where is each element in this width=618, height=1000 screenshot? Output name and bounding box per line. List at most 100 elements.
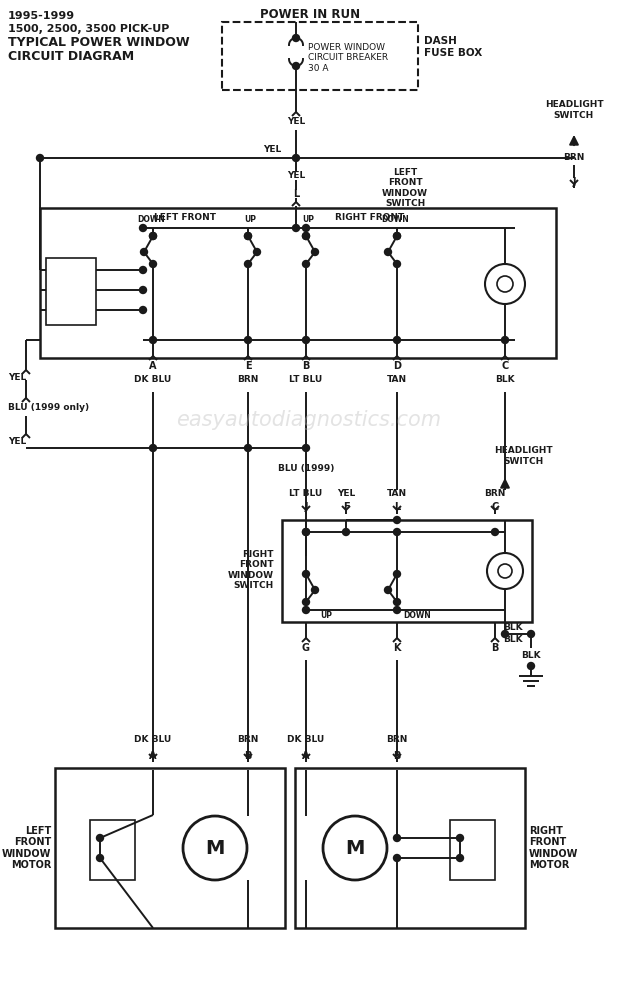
Circle shape xyxy=(394,336,400,344)
Text: BRN: BRN xyxy=(386,736,408,744)
Circle shape xyxy=(302,232,310,239)
Circle shape xyxy=(96,834,103,842)
Text: M: M xyxy=(205,838,225,857)
Text: YEL: YEL xyxy=(8,438,26,446)
Text: POWER IN RUN: POWER IN RUN xyxy=(260,7,360,20)
Text: BRN: BRN xyxy=(564,153,585,162)
Bar xyxy=(450,820,495,880)
Circle shape xyxy=(150,336,156,344)
Bar xyxy=(295,768,525,928)
Circle shape xyxy=(150,232,156,239)
Circle shape xyxy=(302,336,310,344)
Circle shape xyxy=(292,154,300,161)
Circle shape xyxy=(302,444,310,452)
Text: DK BLU: DK BLU xyxy=(134,375,172,384)
Circle shape xyxy=(36,154,43,161)
Text: YEL: YEL xyxy=(287,172,305,180)
Text: 1995-1999: 1995-1999 xyxy=(8,11,75,21)
Text: YEL: YEL xyxy=(8,372,26,381)
Text: UP: UP xyxy=(244,215,256,224)
Text: POWER WINDOW
CIRCUIT BREAKER
30 A: POWER WINDOW CIRCUIT BREAKER 30 A xyxy=(308,43,388,73)
Circle shape xyxy=(302,570,310,578)
Circle shape xyxy=(302,232,310,239)
Circle shape xyxy=(528,662,535,670)
Text: A: A xyxy=(150,751,157,761)
Circle shape xyxy=(302,260,310,267)
Circle shape xyxy=(302,528,310,536)
Circle shape xyxy=(150,232,156,239)
Circle shape xyxy=(302,606,310,613)
Circle shape xyxy=(140,248,148,255)
Text: HEADLIGHT
SWITCH: HEADLIGHT SWITCH xyxy=(494,446,552,466)
Circle shape xyxy=(394,516,400,524)
Text: RIGHT FRONT: RIGHT FRONT xyxy=(336,213,405,222)
Text: BLK: BLK xyxy=(503,624,523,633)
Text: J: J xyxy=(304,502,308,512)
Text: B: B xyxy=(244,751,252,761)
Text: LT BLU: LT BLU xyxy=(289,375,323,384)
Text: BLK: BLK xyxy=(503,636,523,645)
Circle shape xyxy=(457,834,464,842)
Text: UP: UP xyxy=(320,611,332,620)
Circle shape xyxy=(394,528,400,536)
Circle shape xyxy=(245,232,252,239)
Text: TAN: TAN xyxy=(387,489,407,498)
Bar xyxy=(40,208,556,358)
Text: F: F xyxy=(343,502,349,512)
Text: BLU (1999): BLU (1999) xyxy=(278,464,334,473)
Circle shape xyxy=(245,336,252,344)
Circle shape xyxy=(311,248,318,255)
Text: LEFT
FRONT
WINDOW
MOTOR: LEFT FRONT WINDOW MOTOR xyxy=(2,826,51,870)
Text: K: K xyxy=(393,643,400,653)
Circle shape xyxy=(140,266,146,273)
Text: CIRCUIT DIAGRAM: CIRCUIT DIAGRAM xyxy=(8,50,134,64)
Text: 1500, 2500, 3500 PICK-UP: 1500, 2500, 3500 PICK-UP xyxy=(8,24,169,34)
Text: YEL: YEL xyxy=(263,145,281,154)
Text: YEL: YEL xyxy=(337,489,355,498)
Circle shape xyxy=(150,260,156,267)
Circle shape xyxy=(140,286,146,294)
Circle shape xyxy=(394,232,400,239)
Text: G: G xyxy=(302,643,310,653)
Text: DOWN: DOWN xyxy=(403,611,431,620)
Text: C: C xyxy=(491,502,499,512)
Text: TAN: TAN xyxy=(387,375,407,384)
Text: UP: UP xyxy=(302,215,314,224)
Circle shape xyxy=(491,528,499,536)
Text: B: B xyxy=(302,361,310,371)
Circle shape xyxy=(292,62,300,70)
Text: DASH
FUSE BOX: DASH FUSE BOX xyxy=(424,36,482,58)
Text: E: E xyxy=(245,361,252,371)
Text: easyautodiagnostics.com: easyautodiagnostics.com xyxy=(176,410,442,430)
Text: YEL: YEL xyxy=(287,117,305,126)
Text: BRN: BRN xyxy=(237,375,259,384)
Text: J: J xyxy=(572,177,576,187)
Text: A: A xyxy=(150,361,157,371)
Text: BLU (1999 only): BLU (1999 only) xyxy=(8,403,89,412)
Circle shape xyxy=(342,528,350,536)
Circle shape xyxy=(311,586,318,593)
Circle shape xyxy=(253,248,261,255)
Bar xyxy=(46,258,96,325)
Circle shape xyxy=(140,306,146,314)
Circle shape xyxy=(140,225,146,232)
Text: L: L xyxy=(293,189,299,199)
Text: DOWN: DOWN xyxy=(381,215,409,224)
Circle shape xyxy=(501,336,509,344)
Circle shape xyxy=(302,598,310,605)
Circle shape xyxy=(292,34,300,41)
Circle shape xyxy=(394,834,400,842)
Circle shape xyxy=(501,631,509,638)
Text: RIGHT
FRONT
WINDOW
SWITCH: RIGHT FRONT WINDOW SWITCH xyxy=(228,550,274,590)
Circle shape xyxy=(394,606,400,613)
Text: DK BLU: DK BLU xyxy=(287,736,324,744)
Bar xyxy=(90,820,135,880)
Circle shape xyxy=(457,854,464,861)
Text: LEFT FRONT: LEFT FRONT xyxy=(154,213,216,222)
Text: HEADLIGHT
SWITCH: HEADLIGHT SWITCH xyxy=(544,100,603,120)
Bar xyxy=(55,768,285,928)
Circle shape xyxy=(394,260,400,267)
Text: TYPICAL POWER WINDOW: TYPICAL POWER WINDOW xyxy=(8,36,190,49)
Text: C: C xyxy=(501,361,509,371)
Text: RIGHT
FRONT
WINDOW
MOTOR: RIGHT FRONT WINDOW MOTOR xyxy=(529,826,578,870)
